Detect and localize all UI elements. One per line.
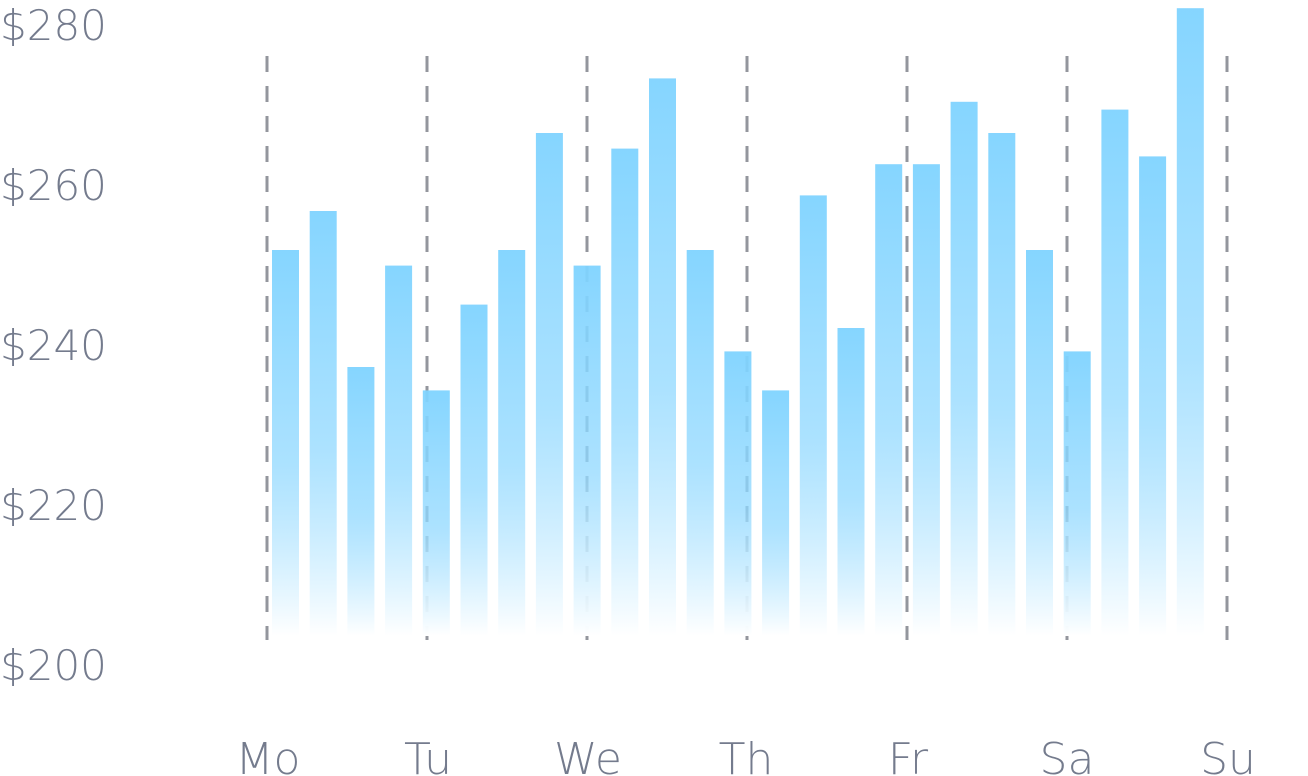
x-tick-label: Su — [1200, 734, 1256, 776]
bar — [724, 351, 752, 636]
x-tick-label: Sa — [1040, 734, 1095, 776]
bar — [649, 78, 676, 636]
y-tick-label: $260 — [0, 161, 107, 210]
bar — [1101, 109, 1129, 637]
bar — [1063, 351, 1091, 636]
bar — [347, 367, 375, 636]
bar — [498, 250, 526, 636]
bar — [535, 133, 563, 636]
x-tick-label: Th — [719, 734, 774, 776]
bar — [950, 101, 978, 637]
bar — [1026, 250, 1053, 636]
bar — [1176, 8, 1204, 636]
bar — [988, 133, 1016, 636]
bar — [309, 211, 337, 636]
x-tick-label: We — [554, 734, 622, 776]
bar — [422, 390, 450, 636]
x-axis-labels: Mo Tu We Th Fr Sa Su — [236, 734, 1256, 776]
x-tick-label: Mo — [236, 734, 301, 776]
y-tick-label: $220 — [0, 481, 107, 530]
bar — [460, 304, 488, 636]
bar — [912, 164, 940, 636]
bar — [385, 265, 413, 636]
bar — [686, 250, 714, 636]
bar — [837, 328, 865, 636]
y-tick-label: $280 — [0, 1, 107, 50]
bar — [611, 148, 639, 636]
y-tick-label: $240 — [0, 321, 107, 370]
x-tick-label: Fr — [888, 734, 929, 776]
y-axis-labels: $200 $220 $240 $260 $280 — [0, 1, 107, 690]
bar — [573, 265, 601, 636]
x-tick-label: Tu — [404, 734, 452, 776]
bar — [1139, 156, 1167, 636]
bar — [799, 195, 827, 636]
y-tick-label: $200 — [0, 641, 107, 690]
bar — [272, 250, 299, 636]
bar — [875, 164, 903, 636]
bars — [272, 8, 1204, 637]
bar — [762, 390, 790, 636]
